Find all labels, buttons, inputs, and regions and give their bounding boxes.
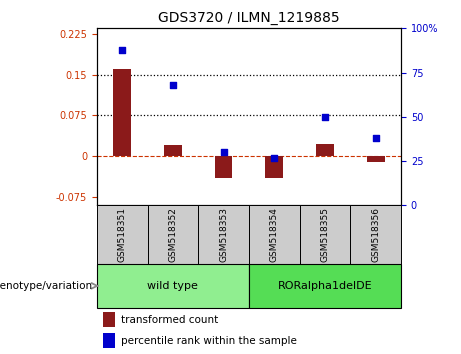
Text: GSM518355: GSM518355	[320, 207, 330, 262]
Point	[169, 82, 177, 88]
Bar	[300, 205, 350, 264]
Bar	[164, 145, 182, 156]
Bar	[266, 156, 283, 178]
Title: GDS3720 / ILMN_1219885: GDS3720 / ILMN_1219885	[158, 11, 340, 24]
Bar	[350, 205, 401, 264]
Point	[118, 47, 126, 52]
Bar	[103, 333, 115, 348]
Text: GSM518356: GSM518356	[371, 207, 380, 262]
Text: GSM518353: GSM518353	[219, 207, 228, 262]
Bar	[198, 205, 249, 264]
Text: GSM518354: GSM518354	[270, 207, 279, 262]
Text: GSM518351: GSM518351	[118, 207, 127, 262]
Bar	[97, 264, 249, 308]
Bar	[215, 156, 232, 178]
Bar	[249, 264, 401, 308]
Bar	[103, 312, 115, 327]
Point	[271, 155, 278, 160]
Bar	[316, 144, 334, 156]
Text: RORalpha1delDE: RORalpha1delDE	[278, 281, 372, 291]
Bar	[249, 205, 300, 264]
Text: percentile rank within the sample: percentile rank within the sample	[121, 336, 297, 346]
Point	[372, 135, 379, 141]
Point	[321, 114, 329, 120]
Bar	[367, 156, 384, 162]
Point	[220, 149, 227, 155]
Bar	[113, 69, 131, 156]
Bar	[148, 205, 198, 264]
Text: transformed count: transformed count	[121, 315, 219, 325]
Bar	[97, 205, 148, 264]
Text: genotype/variation: genotype/variation	[0, 281, 92, 291]
Text: wild type: wild type	[148, 281, 198, 291]
Text: GSM518352: GSM518352	[168, 207, 177, 262]
